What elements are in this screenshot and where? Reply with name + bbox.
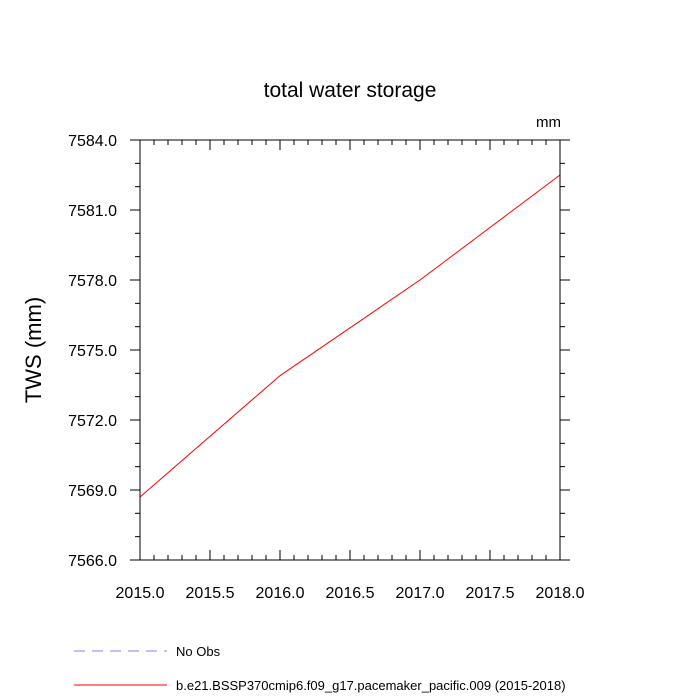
legend-label-1: b.e21.BSSP370cmip6.f09_g17.pacemaker_pac… [176,678,566,693]
series-line-0 [139,174,561,498]
x-tick-label: 2016.5 [326,585,375,602]
y-tick-label: 7569.0 [68,483,117,500]
axis-tick-labels: 2015.0 2015.5 2016.0 2016.5 2017.0 2017.5 2018… [68,133,585,602]
y-axis-label: TWS (mm) [21,297,46,403]
y-tick-label: 7581.0 [68,203,117,220]
y-tick-label: 7572.0 [68,413,117,430]
axis-ticks [130,139,570,561]
x-tick-label: 2017.5 [466,585,515,602]
x-tick-label: 2015.0 [116,585,165,602]
y-tick-label: 7584.0 [68,133,117,150]
x-tick-label: 2015.5 [186,585,235,602]
units-label: mm [536,114,561,131]
x-tick-label: 2017.0 [396,585,445,602]
chart-title: total water storage [264,79,437,102]
y-tick-label: 7578.0 [68,273,117,290]
x-tick-label: 2016.0 [256,585,305,602]
x-tick-label: 2018.0 [536,585,585,602]
y-tick-label: 7566.0 [68,553,117,570]
legend-label-0: No Obs [176,644,221,659]
series-group [139,174,561,498]
y-tick-label: 7575.0 [68,343,117,360]
legend: No Obs b.e21.BSSP370cmip6.f09_g17.pacemak… [74,644,566,693]
plot-frame [139,139,561,561]
